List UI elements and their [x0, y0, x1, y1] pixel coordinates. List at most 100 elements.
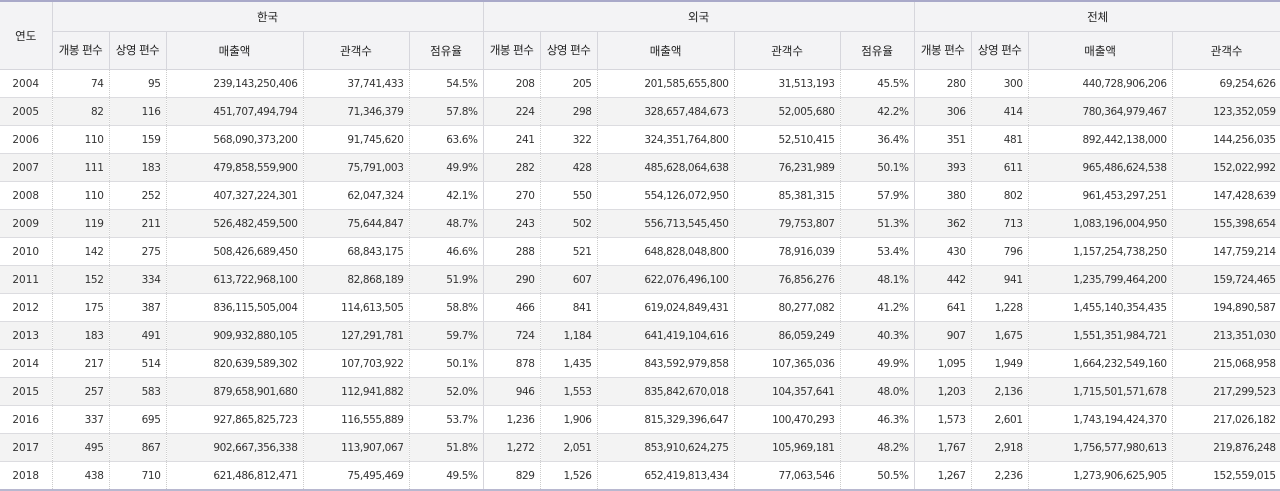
total-screen-count-cell: 611	[971, 153, 1029, 182]
total-release-count-cell: 380	[914, 181, 972, 210]
foreign-audience-cell: 76,856,276	[734, 265, 841, 294]
year-cell: 2011	[0, 265, 53, 294]
foreign-audience-cell: 31,513,193	[734, 69, 841, 98]
korea-audience-cell: 82,868,189	[303, 265, 410, 294]
total-release-count-cell: 1,767	[914, 433, 972, 462]
table-row: 2008 110 252 407,327,224,301 62,047,324 42.1%…	[0, 181, 1280, 210]
foreign-sales-cell: 554,126,072,950	[597, 181, 735, 210]
foreign-screen-count-cell: 428	[540, 153, 598, 182]
korea-audience-cell: 112,941,882	[303, 377, 410, 406]
korea-audience-cell: 113,907,067	[303, 433, 410, 462]
korea-release-count-cell: 152	[52, 265, 110, 294]
korea-release-count-cell: 183	[52, 321, 110, 350]
korea-screen-count-cell: 252	[109, 181, 167, 210]
foreign-release-count-cell: 1,272	[483, 433, 541, 462]
foreign-sales-cell: 622,076,496,100	[597, 265, 735, 294]
total-sales-cell: 961,453,297,251	[1028, 181, 1173, 210]
total-audience-cell: 194,890,587	[1172, 293, 1280, 322]
col-header-audience-total: 관객수	[1172, 31, 1280, 70]
total-release-count-cell: 393	[914, 153, 972, 182]
foreign-share-cell: 49.9%	[840, 349, 915, 378]
col-header-share-foreign: 점유율	[840, 31, 915, 70]
korea-sales-cell: 902,667,356,338	[166, 433, 304, 462]
foreign-screen-count-cell: 205	[540, 69, 598, 98]
foreign-audience-cell: 104,357,641	[734, 377, 841, 406]
total-sales-cell: 780,364,979,467	[1028, 97, 1173, 126]
foreign-screen-count-cell: 521	[540, 237, 598, 266]
foreign-audience-cell: 80,277,082	[734, 293, 841, 322]
col-header-sales-korea: 매출액	[166, 31, 304, 70]
total-sales-cell: 1,273,906,625,905	[1028, 461, 1173, 491]
korea-audience-cell: 75,791,003	[303, 153, 410, 182]
foreign-release-count-cell: 288	[483, 237, 541, 266]
year-cell: 2012	[0, 293, 53, 322]
total-screen-count-cell: 1,675	[971, 321, 1029, 350]
korea-audience-cell: 75,644,847	[303, 209, 410, 238]
total-release-count-cell: 362	[914, 209, 972, 238]
table-row: 2013 183 491 909,932,880,105 127,291,781 59.7…	[0, 321, 1280, 350]
korea-share-cell: 46.6%	[409, 237, 484, 266]
total-audience-cell: 215,068,958	[1172, 349, 1280, 378]
total-sales-cell: 1,455,140,354,435	[1028, 293, 1173, 322]
table-row: 2016 337 695 927,865,825,723 116,555,889 53.7…	[0, 405, 1280, 434]
total-audience-cell: 152,022,992	[1172, 153, 1280, 182]
total-sales-cell: 1,551,351,984,721	[1028, 321, 1173, 350]
korea-sales-cell: 407,327,224,301	[166, 181, 304, 210]
korea-release-count-cell: 217	[52, 349, 110, 378]
group-header-total: 전체	[914, 1, 1280, 32]
table-row: 2015 257 583 879,658,901,680 112,941,882 52.0…	[0, 377, 1280, 406]
korea-share-cell: 58.8%	[409, 293, 484, 322]
korea-share-cell: 50.1%	[409, 349, 484, 378]
table-row: 2014 217 514 820,639,589,302 107,703,922 50.1…	[0, 349, 1280, 378]
foreign-release-count-cell: 724	[483, 321, 541, 350]
foreign-share-cell: 53.4%	[840, 237, 915, 266]
total-release-count-cell: 907	[914, 321, 972, 350]
korea-screen-count-cell: 583	[109, 377, 167, 406]
foreign-share-cell: 46.3%	[840, 405, 915, 434]
foreign-screen-count-cell: 2,051	[540, 433, 598, 462]
korea-sales-cell: 879,658,901,680	[166, 377, 304, 406]
foreign-release-count-cell: 270	[483, 181, 541, 210]
foreign-audience-cell: 100,470,293	[734, 405, 841, 434]
table-header: 연도 한국 외국 전체 개봉 편수 상영 편수 매출액 관객수 점유율 개봉 편수 상영 편…	[0, 1, 1280, 70]
korea-screen-count-cell: 275	[109, 237, 167, 266]
korea-release-count-cell: 111	[52, 153, 110, 182]
total-release-count-cell: 430	[914, 237, 972, 266]
korea-sales-cell: 927,865,825,723	[166, 405, 304, 434]
korea-share-cell: 54.5%	[409, 69, 484, 98]
foreign-screen-count-cell: 322	[540, 125, 598, 154]
year-cell: 2017	[0, 433, 53, 462]
total-screen-count-cell: 1,949	[971, 349, 1029, 378]
total-audience-cell: 144,256,035	[1172, 125, 1280, 154]
korea-sales-cell: 820,639,589,302	[166, 349, 304, 378]
col-header-screen-korea: 상영 편수	[109, 31, 167, 70]
col-header-audience-foreign: 관객수	[734, 31, 841, 70]
korea-audience-cell: 68,843,175	[303, 237, 410, 266]
total-release-count-cell: 1,095	[914, 349, 972, 378]
korea-sales-cell: 451,707,494,794	[166, 97, 304, 126]
total-screen-count-cell: 1,228	[971, 293, 1029, 322]
foreign-screen-count-cell: 1,526	[540, 461, 598, 491]
korea-release-count-cell: 337	[52, 405, 110, 434]
total-screen-count-cell: 2,918	[971, 433, 1029, 462]
foreign-share-cell: 48.2%	[840, 433, 915, 462]
korea-screen-count-cell: 710	[109, 461, 167, 491]
korea-release-count-cell: 495	[52, 433, 110, 462]
year-cell: 2010	[0, 237, 53, 266]
total-screen-count-cell: 300	[971, 69, 1029, 98]
korea-audience-cell: 114,613,505	[303, 293, 410, 322]
foreign-release-count-cell: 243	[483, 209, 541, 238]
foreign-share-cell: 57.9%	[840, 181, 915, 210]
total-screen-count-cell: 2,236	[971, 461, 1029, 491]
table-row: 2004 74 95 239,143,250,406 37,741,433 54.5% 20…	[0, 69, 1280, 98]
year-cell: 2007	[0, 153, 53, 182]
foreign-share-cell: 42.2%	[840, 97, 915, 126]
foreign-share-cell: 48.0%	[840, 377, 915, 406]
korea-share-cell: 49.9%	[409, 153, 484, 182]
year-cell: 2013	[0, 321, 53, 350]
foreign-audience-cell: 77,063,546	[734, 461, 841, 491]
col-header-release-foreign: 개봉 편수	[483, 31, 541, 70]
year-cell: 2016	[0, 405, 53, 434]
year-cell: 2008	[0, 181, 53, 210]
total-sales-cell: 1,756,577,980,613	[1028, 433, 1173, 462]
